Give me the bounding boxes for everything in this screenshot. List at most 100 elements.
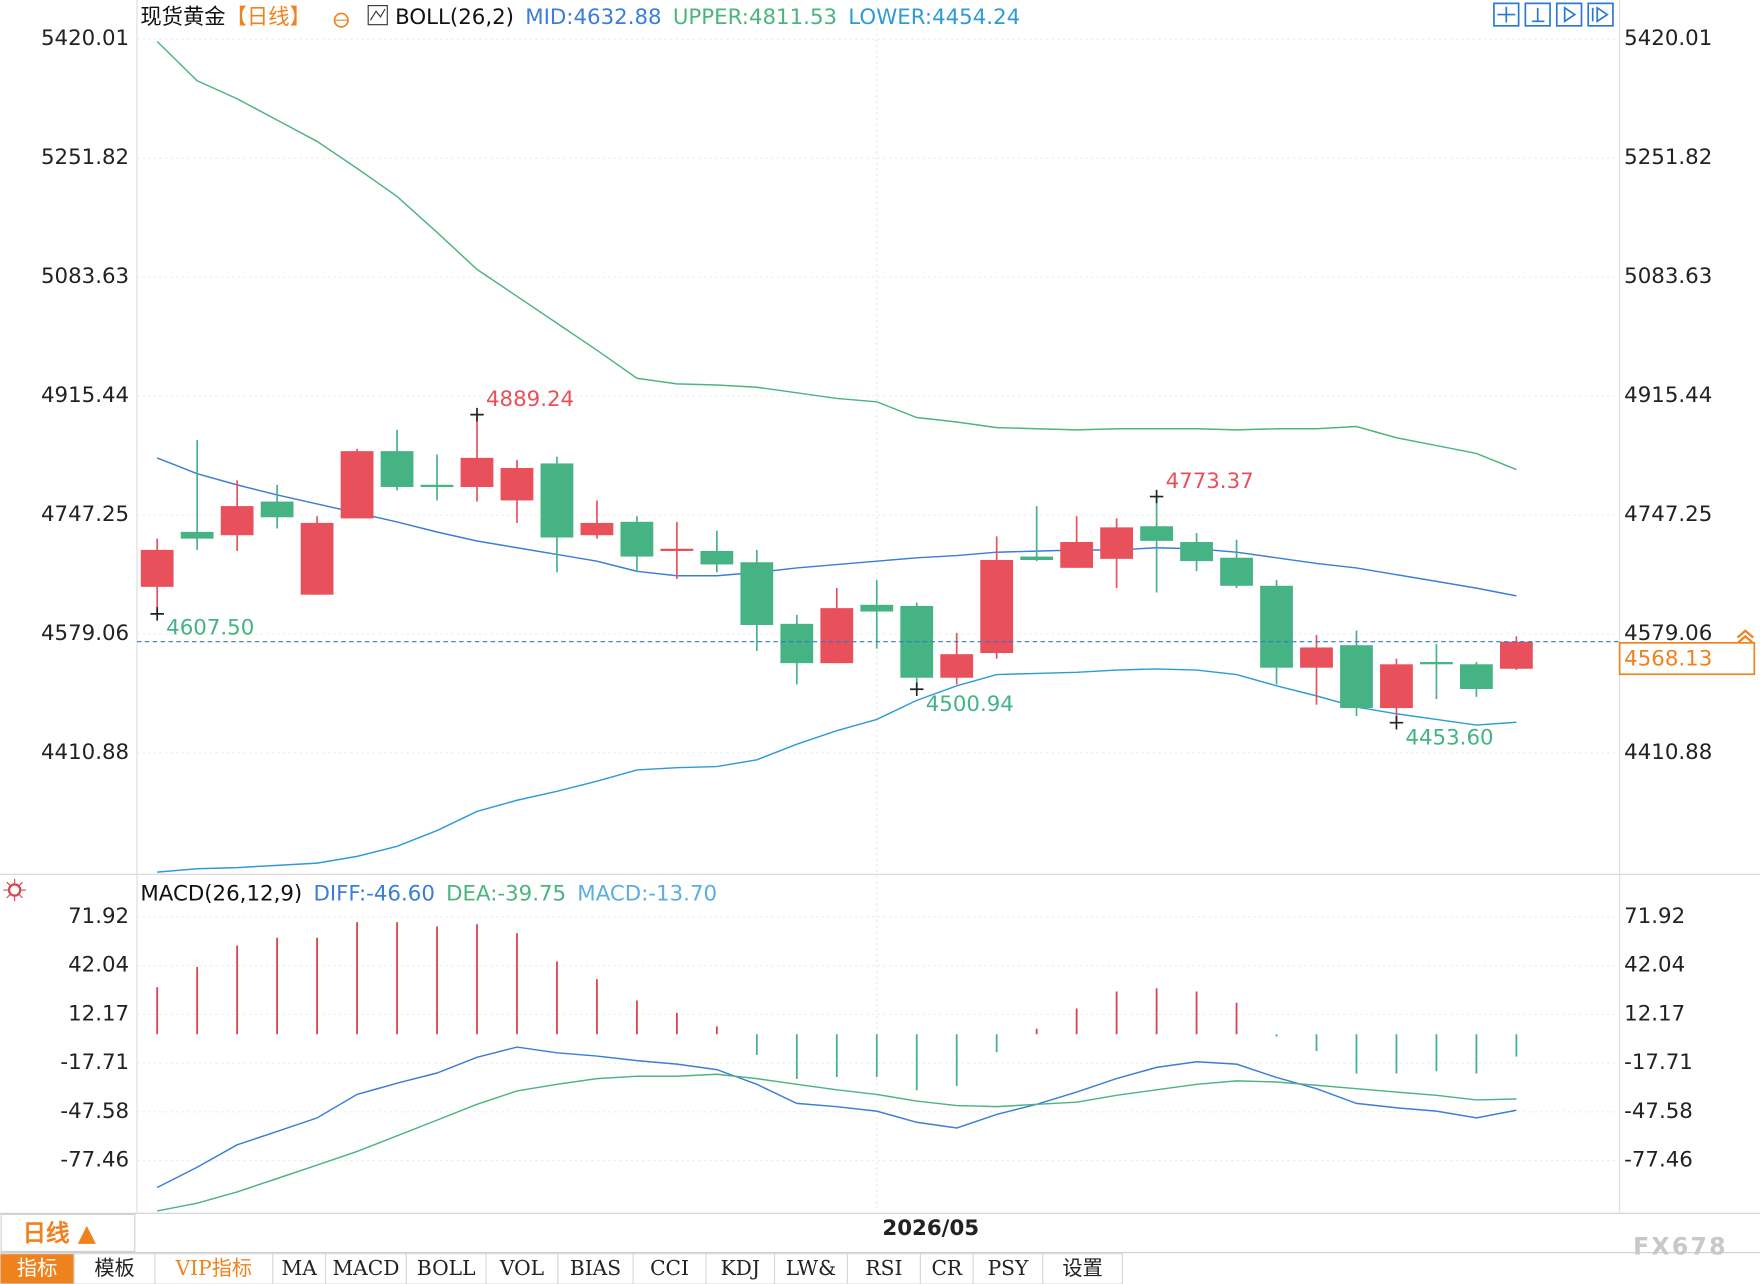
y-tick-label: 71.92: [1624, 904, 1685, 929]
indicator-name: MACD(26,12,9): [140, 882, 302, 907]
y-tick-label: 71.92: [68, 904, 129, 929]
tab[interactable]: [485, 1253, 559, 1284]
tab-label[interactable]: CCI: [650, 1256, 689, 1280]
period-tab-label[interactable]: 日线 ▲: [23, 1219, 97, 1247]
icon-glyph: [1497, 6, 1609, 23]
candle-body: [1499, 641, 1533, 669]
candle-body: [580, 522, 614, 536]
candle-body: [380, 451, 414, 487]
candle-body: [860, 604, 894, 612]
candle-body: [1460, 664, 1493, 689]
candle-body: [460, 457, 494, 487]
y-tick-label: 4915.44: [1624, 383, 1712, 408]
tab[interactable]: [272, 1253, 327, 1284]
candle-body: [1220, 557, 1253, 586]
indicator-legend: BOLL(26,2) MID:4632.88 UPPER:4811.53 LOWER:…: [395, 5, 1020, 30]
candle-body: [260, 501, 294, 518]
y-tick-label: 4579.06: [1624, 621, 1712, 646]
period-tab[interactable]: [0, 1213, 136, 1253]
indicator-icon: [369, 8, 386, 21]
tab[interactable]: [557, 1253, 634, 1284]
tab-label[interactable]: KDJ: [721, 1256, 760, 1280]
tab-label[interactable]: BIAS: [570, 1256, 621, 1280]
macd-legend: MACD(26,12,9) DIFF:-46.60 DEA:-39.75 MACD:-…: [140, 882, 717, 907]
tab[interactable]: [705, 1253, 776, 1284]
tab[interactable]: [154, 1253, 274, 1284]
instrument-name: 现货黄金: [140, 5, 225, 30]
period-label: 【日线】: [226, 5, 311, 30]
tab-label[interactable]: CR: [931, 1256, 962, 1280]
tab[interactable]: [0, 1253, 75, 1284]
candle-body: [180, 531, 214, 539]
y-tick-label: 42.04: [68, 953, 129, 978]
indicator-icon[interactable]: [367, 5, 388, 26]
tab-label[interactable]: LW&: [786, 1256, 836, 1280]
tab-label[interactable]: 指标: [17, 1256, 57, 1280]
candle-body: [1100, 527, 1134, 559]
boll-line: [156, 457, 1517, 597]
candle-body: [940, 654, 974, 678]
icon-button[interactable]: [1493, 2, 1520, 27]
toolbar-icons: [1493, 2, 1614, 27]
candle-body: [140, 549, 174, 587]
y-tick-label: 4579.06: [41, 621, 129, 646]
x-tick-label: 2026/05: [882, 1216, 979, 1241]
icon-button[interactable]: [1587, 2, 1614, 27]
tab[interactable]: [972, 1253, 1044, 1284]
candle-body: [1300, 647, 1333, 668]
y-tick-label: -47.58: [60, 1099, 129, 1124]
low-label: 4500.94: [926, 692, 1014, 717]
candle-body: [1020, 556, 1054, 560]
tab-label[interactable]: MACD: [333, 1256, 400, 1280]
icon-button[interactable]: [1555, 2, 1583, 27]
price-header: 现货黄金【日线】: [140, 5, 311, 30]
tab-label[interactable]: 模板: [94, 1256, 134, 1280]
candle-body: [1140, 526, 1173, 541]
y-tick-label: 5420.01: [41, 26, 129, 51]
candle-body: [1420, 662, 1453, 665]
tab[interactable]: [324, 1253, 407, 1284]
y-tick-label: 5251.82: [1624, 145, 1712, 170]
extreme-marker: [1149, 489, 1164, 504]
legend-entry: LOWER:4454.24: [848, 5, 1020, 30]
y-tick-label: -47.58: [1624, 1099, 1693, 1124]
candle-body: [1380, 664, 1413, 709]
candle-body: [740, 562, 774, 625]
icon-button[interactable]: [1524, 2, 1551, 27]
tab-label[interactable]: VOL: [499, 1256, 544, 1280]
candle-body: [1060, 542, 1094, 568]
extreme-marker: [470, 407, 484, 422]
candle-body: [340, 451, 374, 519]
candle-body: [1260, 585, 1293, 668]
candle-body: [820, 608, 854, 664]
y-tick-label: 4747.25: [1624, 502, 1712, 527]
macd-line: [156, 1046, 1517, 1189]
tab-label[interactable]: VIP指标: [175, 1256, 253, 1280]
tab[interactable]: [73, 1253, 156, 1284]
tab[interactable]: [405, 1253, 487, 1284]
tab-label[interactable]: RSI: [865, 1256, 902, 1280]
low-label: 4607.50: [166, 615, 254, 640]
tab-label[interactable]: 设置: [1062, 1256, 1102, 1280]
extreme-marker: [1389, 715, 1404, 730]
icon: [7, 883, 22, 897]
last-price-label: 4568.13: [1624, 647, 1712, 672]
legend-entry: DIFF:-46.60: [313, 882, 434, 907]
tab[interactable]: [919, 1253, 974, 1284]
y-tick-label: -17.71: [1624, 1050, 1693, 1075]
candle-body: [220, 506, 254, 536]
y-tick-label: -77.46: [60, 1148, 129, 1173]
tab-label[interactable]: MA: [282, 1256, 318, 1280]
y-tick-label: 4410.88: [41, 740, 129, 765]
low-label: 4453.60: [1405, 725, 1493, 750]
candle-body: [620, 521, 654, 557]
tab-label[interactable]: PSY: [988, 1256, 1029, 1280]
y-tick-label: -17.71: [60, 1050, 129, 1075]
high-label: 4773.37: [1166, 469, 1254, 494]
tab[interactable]: [1042, 1253, 1123, 1284]
extreme-marker: [910, 682, 924, 696]
tab-label[interactable]: BOLL: [417, 1256, 476, 1280]
y-tick-label: 12.17: [68, 1001, 129, 1026]
